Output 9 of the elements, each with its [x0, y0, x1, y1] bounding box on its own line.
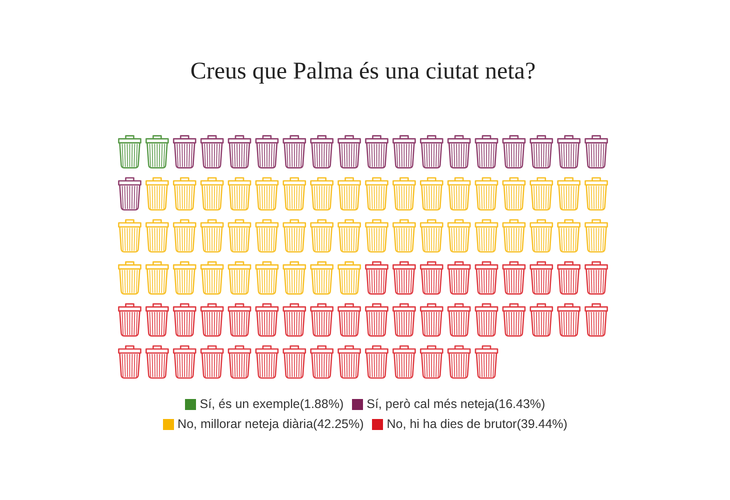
data-label: (16.43%)	[494, 397, 546, 411]
category-label: Sí, però cal més neteja	[366, 397, 494, 411]
text: Creus que Palma és una ciutat neta?	[190, 58, 536, 85]
category-label: No, hi ha dies de brutor	[386, 417, 517, 431]
category-label: Sí, és un exemple	[200, 397, 300, 411]
data-label: (42.25%)	[313, 417, 364, 431]
data-label: (1.88%)	[300, 397, 344, 411]
category-label: No, millorar neteja diària	[178, 417, 314, 431]
data-label: (39.44%)	[516, 417, 568, 431]
